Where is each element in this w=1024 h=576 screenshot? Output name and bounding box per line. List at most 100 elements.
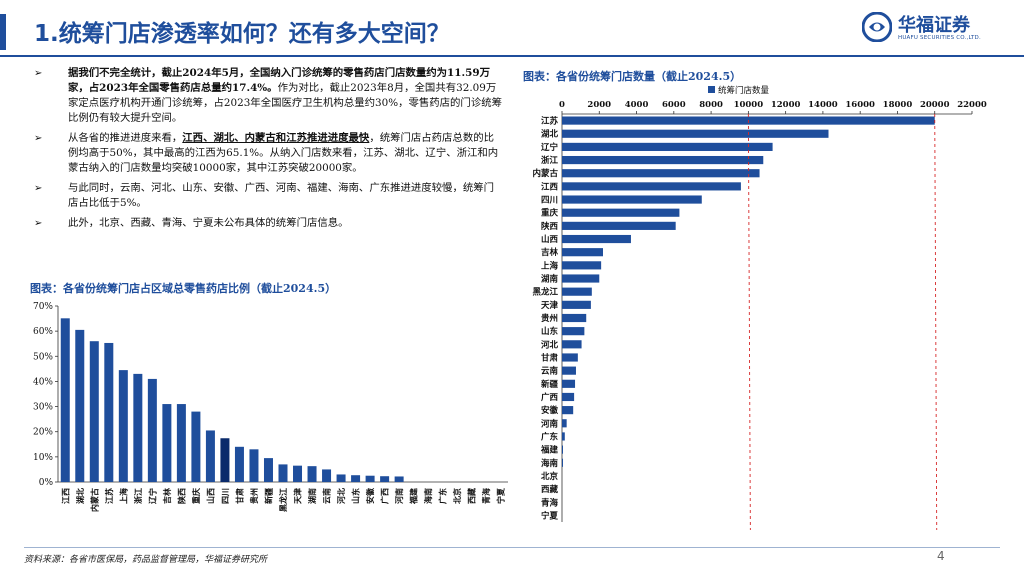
bar bbox=[562, 327, 585, 336]
y-tick-label: 山西 bbox=[541, 234, 559, 245]
x-tick-label: 12000 bbox=[771, 100, 801, 110]
bar bbox=[562, 195, 702, 204]
bar bbox=[562, 155, 764, 165]
x-tick-label: 海南 bbox=[423, 488, 433, 504]
bar bbox=[562, 458, 563, 467]
bar bbox=[307, 466, 317, 482]
x-tick-label: 新疆 bbox=[263, 488, 273, 504]
y-tick-label: 山东 bbox=[541, 326, 559, 337]
y-tick-label: 0% bbox=[39, 478, 54, 488]
arrow-bullet-icon: ➢ bbox=[34, 183, 43, 194]
y-tick-label: 青海 bbox=[541, 497, 559, 508]
y-tick-label: 广东 bbox=[541, 431, 559, 442]
bar bbox=[322, 469, 332, 482]
x-tick-label: 14000 bbox=[808, 100, 838, 110]
x-tick-label: 4000 bbox=[625, 100, 649, 110]
bullet-bold-text: 据我们不完全统计，截止2024年5月，全国纳入门诊统筹的零售药店门店数量约为11… bbox=[68, 67, 490, 94]
x-tick-label: 宁夏 bbox=[496, 487, 506, 504]
legend-swatch bbox=[708, 86, 715, 93]
bar bbox=[562, 353, 578, 362]
y-tick-label: 江西 bbox=[541, 181, 559, 192]
bullet-item-3: ➢ 与此同时，云南、河北、山东、安徽、广西、河南、福建、海南、广东推进进度较慢，… bbox=[34, 181, 504, 211]
bar bbox=[147, 378, 157, 482]
x-tick-label: 上海 bbox=[118, 488, 128, 504]
bullet-text: 作为对比，截止2023年8月，全国共有32.09万家定点医疗机构开通门诊统筹，占… bbox=[68, 82, 502, 124]
x-tick-label: 浙江 bbox=[133, 488, 143, 504]
y-tick-label: 70% bbox=[33, 302, 53, 312]
chart-title-ratio: 图表：各省份统筹门店占区域总零售药店比例（截止2024.5） bbox=[30, 282, 337, 295]
bar bbox=[562, 300, 591, 309]
bar bbox=[562, 169, 760, 178]
bar bbox=[562, 392, 575, 402]
bar bbox=[562, 261, 602, 270]
y-tick-label: 陕西 bbox=[541, 221, 559, 232]
y-tick-label: 40% bbox=[33, 377, 53, 387]
bullet-text: ，统筹门店占药店总数的比例均高于50%，其中最高的江西为65.1%。从纳入门店数… bbox=[68, 132, 499, 174]
x-tick-label: 天津 bbox=[293, 488, 303, 504]
x-tick-label: 重庆 bbox=[191, 488, 201, 504]
x-tick-label: 20000 bbox=[920, 100, 950, 110]
y-tick-label: 辽宁 bbox=[541, 142, 559, 153]
bar bbox=[562, 248, 603, 257]
y-tick-label: 安徽 bbox=[541, 405, 559, 416]
x-tick-label: 广东 bbox=[438, 488, 448, 504]
bullet-item-4: ➢ 此外，北京、西藏、青海、宁夏未公布具体的统筹门店信息。 bbox=[34, 216, 504, 231]
bar bbox=[562, 208, 680, 217]
y-tick-label: 福建 bbox=[540, 445, 559, 456]
count-bar-chart: 统筹门店数量 0 2000 4000 6000 8000 10000 12000 14000 16… bbox=[532, 85, 987, 530]
title-accent bbox=[0, 14, 6, 50]
arrow-bullet-icon: ➢ bbox=[34, 133, 43, 144]
y-tick-label: 北京 bbox=[541, 471, 559, 482]
x-tick-label: 16000 bbox=[845, 100, 875, 110]
logo-icon bbox=[862, 12, 892, 42]
x-tick-label: 西藏 bbox=[467, 488, 477, 504]
page-number: 4 bbox=[937, 549, 945, 563]
bar bbox=[263, 458, 273, 482]
y-tick-label: 10% bbox=[33, 453, 53, 463]
bar bbox=[394, 476, 404, 482]
x-tick-label: 山东 bbox=[351, 488, 361, 504]
y-tick-label: 湖南 bbox=[541, 274, 559, 285]
y-tick-label: 湖北 bbox=[541, 129, 559, 140]
x-tick-label: 辽宁 bbox=[147, 488, 157, 504]
bar bbox=[191, 411, 201, 482]
bar bbox=[562, 379, 576, 388]
x-tick-label: 江苏 bbox=[104, 488, 114, 504]
bar bbox=[220, 438, 230, 482]
y-tick-label: 甘肃 bbox=[541, 352, 559, 363]
y-tick-label: 30% bbox=[33, 403, 53, 413]
y-tick-label: 贵州 bbox=[541, 313, 558, 324]
x-tick-label: 0 bbox=[559, 100, 565, 110]
bar bbox=[104, 342, 114, 482]
bar bbox=[380, 476, 390, 482]
x-tick-label: 22000 bbox=[957, 100, 987, 110]
bar bbox=[562, 234, 631, 244]
bar bbox=[351, 475, 361, 482]
bar bbox=[234, 446, 244, 482]
y-tick-label: 西藏 bbox=[541, 484, 559, 495]
bar bbox=[562, 274, 600, 283]
x-tick-label: 河北 bbox=[336, 488, 346, 504]
x-tick-label: 10000 bbox=[734, 100, 764, 110]
x-tick-label: 2000 bbox=[587, 100, 611, 110]
source-note: 资料来源：各省市医保局，药品监督管理局，华福证券研究所 bbox=[24, 555, 268, 565]
bar bbox=[562, 221, 676, 230]
bar bbox=[562, 182, 741, 191]
footer-divider bbox=[24, 547, 1000, 548]
y-tick-label: 吉林 bbox=[541, 247, 559, 258]
x-tick-label: 云南 bbox=[322, 488, 332, 504]
bullet-item-2: ➢ 从各省的推进进度来看，江西、湖北、内蒙古和江苏推进进度最快，统筹门店占药店总… bbox=[34, 131, 504, 176]
bullet-text: 从各省的推进进度来看， bbox=[68, 132, 183, 144]
y-tick-label: 宁夏 bbox=[541, 510, 559, 521]
x-tick-label: 8000 bbox=[699, 100, 723, 110]
x-tick-label: 河南 bbox=[394, 488, 404, 504]
bar bbox=[205, 430, 215, 482]
company-logo: 华福证券 HUAFU SECURITIES CO.,LTD. bbox=[862, 8, 1012, 50]
title-divider bbox=[0, 55, 1024, 57]
y-tick-label: 海南 bbox=[541, 458, 559, 469]
y-tick-label: 广西 bbox=[541, 392, 559, 403]
bullet-text: 与此同时，云南、河北、山东、安徽、广西、河南、福建、海南、广东推进进度较慢，统筹… bbox=[68, 182, 495, 209]
x-tick-label: 陕西 bbox=[176, 488, 186, 504]
y-tick-label: 新疆 bbox=[541, 379, 559, 390]
x-tick-label: 18000 bbox=[883, 100, 913, 110]
